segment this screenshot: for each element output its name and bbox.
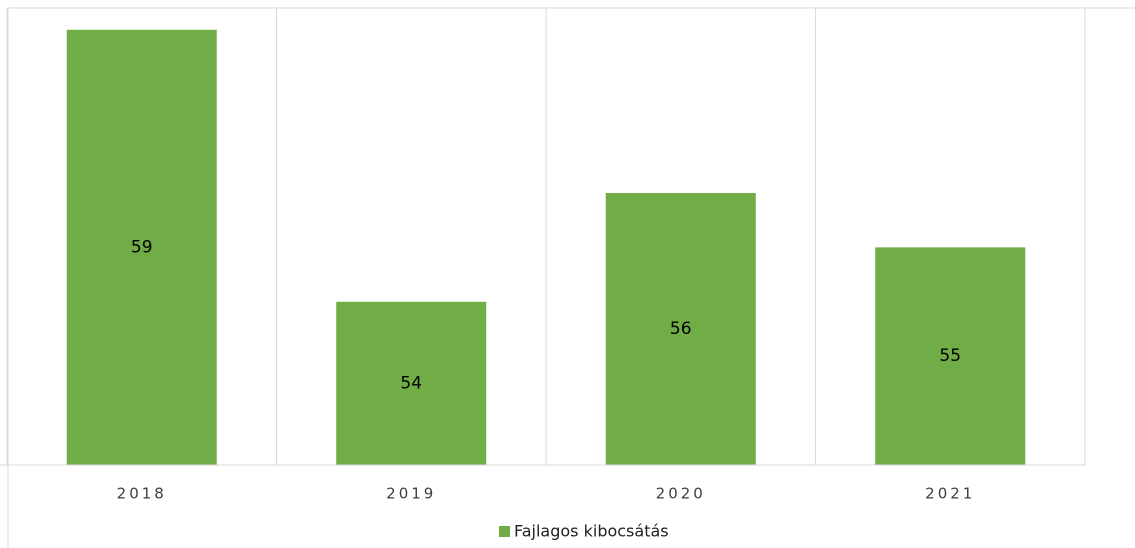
x-tick-label: 2019 xyxy=(386,485,436,503)
data-label: 55 xyxy=(939,346,961,366)
data-label: 56 xyxy=(670,319,692,339)
x-tick-label: 2021 xyxy=(925,485,975,503)
bar xyxy=(605,192,756,465)
legend-swatch xyxy=(499,526,510,537)
x-tick-label: 2020 xyxy=(656,485,706,503)
data-label: 59 xyxy=(131,237,153,257)
x-tick-label: 2018 xyxy=(117,485,167,503)
bar xyxy=(875,247,1026,465)
data-label: 54 xyxy=(400,373,422,393)
legend-label: Fajlagos kibocsátás xyxy=(514,522,669,541)
bar xyxy=(66,29,217,466)
bar xyxy=(336,301,487,465)
